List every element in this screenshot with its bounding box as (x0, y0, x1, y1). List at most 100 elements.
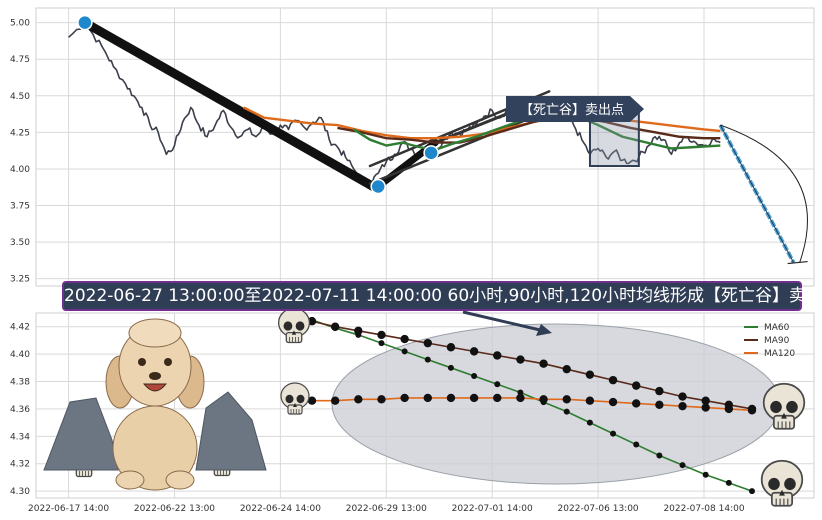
x-tick-label: 2022-06-24 14:00 (240, 504, 321, 514)
sub-series-point (378, 340, 385, 347)
skull-nose (781, 412, 787, 419)
pointer-arrow-shaft (462, 310, 541, 332)
x-tick-label: 2022-06-17 14:00 (28, 504, 109, 514)
sub-series-point (562, 395, 571, 404)
x-tick-label: 2022-07-06 13:00 (558, 504, 639, 514)
y-tick-label: 3.25 (10, 275, 30, 285)
sub-series-point (400, 334, 409, 344)
pointer-arrow-head (536, 324, 552, 336)
y-tick-label: 3.75 (10, 202, 30, 212)
skull-eye (285, 394, 294, 404)
sub-series-point (678, 401, 687, 411)
poodle-mouth (142, 383, 168, 392)
sub-series-point (656, 452, 663, 459)
y-tick-label: 4.50 (10, 92, 30, 102)
turning-point-marker (77, 14, 93, 31)
sub-series-point (702, 471, 709, 478)
poodle-paw (165, 470, 195, 490)
sub-series-point (471, 373, 478, 380)
signal-arrow-label: 【死亡谷】卖出点 (520, 103, 624, 118)
poodle-topknot (128, 318, 182, 348)
sub-series-point (423, 393, 432, 403)
sub-series-point (701, 396, 710, 405)
y-tick-label: 4.00 (10, 165, 30, 175)
skull-icon (760, 459, 804, 507)
skull-eye (784, 477, 796, 491)
sub-y-tick-label: 4.40 (10, 350, 30, 360)
legend-label: MA120 (764, 349, 795, 359)
sub-series-point (562, 364, 571, 374)
focus-ellipse (331, 323, 781, 485)
sub-series-point (747, 406, 757, 415)
sub-series-point (446, 343, 456, 352)
sub-series-point (354, 326, 363, 336)
sub-series-point (494, 381, 501, 388)
poodle-illustration (105, 318, 205, 491)
ma60-curve (353, 110, 721, 152)
projection-arc (720, 124, 808, 263)
skull-icon (277, 307, 311, 344)
poodle-paw (115, 470, 145, 490)
sub-series-point (725, 479, 732, 486)
skull-icon (280, 382, 310, 415)
legend-label: MA60 (764, 323, 790, 333)
skull-nose (293, 403, 297, 407)
signal-banner: 2022-06-27 13:00:00至2022-07-11 14:00:00 … (62, 281, 822, 311)
sub-series-point (330, 396, 340, 405)
sub-series-point (516, 355, 525, 364)
sub-series-point (400, 393, 409, 403)
sub-y-tick-label: 4.42 (10, 323, 30, 333)
sub-series-point (354, 395, 363, 404)
skull-eye (296, 394, 305, 404)
downtrend-line (80, 18, 383, 194)
projection-end-tick (787, 260, 808, 265)
sub-series-point (608, 375, 618, 385)
sub-series-point (539, 395, 548, 404)
x-tick-label: 2022-07-08 14:00 (663, 504, 744, 514)
sub-series-point (517, 389, 524, 396)
sub-y-tick-label: 4.36 (10, 405, 30, 415)
sub-series-point (469, 347, 479, 356)
ma90-curve (337, 115, 721, 144)
sub-series-point (539, 359, 548, 368)
skull-nose (779, 489, 785, 496)
x-tick-label: 2022-06-29 13:00 (346, 504, 427, 514)
y-tick-label: 3.50 (10, 238, 30, 248)
sub-series-point (586, 419, 593, 426)
sub-series-point (401, 348, 408, 355)
sub-series-point (446, 393, 456, 403)
skull-eye (786, 400, 798, 414)
sub-series-point (610, 430, 617, 437)
sub-series-point (377, 395, 386, 404)
sub-series-point (678, 392, 687, 401)
sub-y-tick-label: 4.34 (10, 432, 30, 442)
skull-eye (295, 321, 305, 331)
skull-nose (291, 330, 297, 335)
sub-y-tick-label: 4.38 (10, 378, 30, 388)
sub-series-point (424, 356, 431, 363)
poodle-eye (164, 358, 172, 366)
channel-bottom-line (368, 109, 551, 185)
sub-series-point (563, 408, 570, 415)
sub-series-point (377, 330, 386, 340)
y-tick-label: 4.75 (10, 55, 30, 65)
sub-series-point (585, 370, 595, 379)
rock-left-shape (43, 397, 119, 471)
skull-eye (770, 400, 782, 414)
sub-series-point (493, 351, 502, 360)
sub-series-point (307, 396, 317, 405)
poodle-nose (149, 372, 161, 380)
sub-y-tick-label: 4.30 (10, 487, 30, 497)
projection-line-core (719, 124, 795, 263)
sub-series-point (655, 400, 664, 410)
y-tick-label: 4.25 (10, 128, 30, 138)
sub-series-point (585, 396, 595, 405)
sub-series-point (493, 393, 502, 403)
sub-series-point (749, 488, 755, 495)
skull-eye (768, 477, 780, 491)
y-tick-label: 5.00 (10, 19, 30, 29)
sub-series-point (679, 462, 686, 469)
sub-series-point (516, 393, 525, 403)
sub-series-point (724, 404, 734, 414)
